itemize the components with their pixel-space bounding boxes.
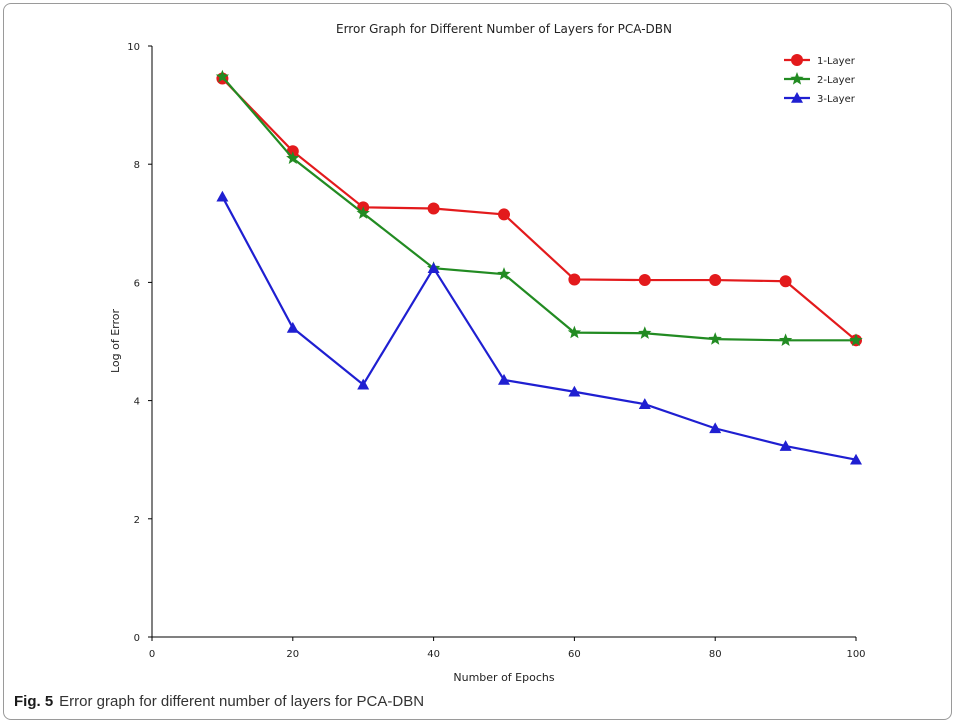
y-axis-label: Log of Error xyxy=(109,308,122,373)
data-point xyxy=(850,453,862,465)
data-point xyxy=(215,69,230,83)
legend-entry: 3-Layer xyxy=(784,92,856,105)
legend-label: 3-Layer xyxy=(817,94,856,105)
data-point xyxy=(709,274,722,287)
caption-text: Error graph for different number of laye… xyxy=(59,693,425,710)
data-point xyxy=(849,333,863,346)
series-group xyxy=(215,69,863,465)
x-tick-label: 60 xyxy=(568,649,581,660)
data-point xyxy=(286,151,300,164)
series-1 xyxy=(216,72,862,347)
data-point xyxy=(778,333,793,346)
legend-marker xyxy=(791,54,803,66)
data-point xyxy=(567,325,582,339)
legend-marker xyxy=(791,92,803,103)
series-line xyxy=(221,77,857,342)
series-line xyxy=(221,196,857,461)
data-point xyxy=(638,326,652,339)
data-point xyxy=(779,440,792,451)
x-axis-label: Number of Epochs xyxy=(453,671,554,684)
data-point xyxy=(568,385,581,397)
figure-label: Fig. 5 xyxy=(14,693,54,710)
data-point xyxy=(498,373,510,385)
x-tick-label: 0 xyxy=(149,649,155,660)
figure-caption: Fig. 5 Error graph for different number o… xyxy=(14,693,424,710)
legend-label: 1-Layer xyxy=(817,56,856,67)
data-point xyxy=(568,273,581,286)
series-2 xyxy=(215,69,863,346)
data-point xyxy=(427,202,440,215)
axes: 0 20 40 60 80 100 0 2 4 6 8 10 xyxy=(127,42,865,660)
data-point xyxy=(356,206,370,219)
legend: 1-Layer 2-Layer 3-Layer xyxy=(784,54,856,105)
data-point xyxy=(497,267,511,280)
data-point xyxy=(216,190,229,202)
series-line xyxy=(221,76,856,342)
series-3 xyxy=(216,190,862,465)
y-tick-label: 6 xyxy=(134,278,140,289)
data-point xyxy=(708,332,722,345)
data-point xyxy=(638,274,651,287)
data-point xyxy=(709,422,722,434)
x-tick-label: 20 xyxy=(286,649,299,660)
data-point xyxy=(498,208,510,221)
legend-marker xyxy=(790,72,804,85)
chart-title: Error Graph for Different Number of Laye… xyxy=(336,22,672,36)
y-tick-label: 8 xyxy=(134,160,140,171)
data-point xyxy=(427,262,440,274)
y-tick-label: 2 xyxy=(134,515,140,526)
y-tick-label: 10 xyxy=(127,42,140,53)
data-point xyxy=(779,275,792,288)
y-tick-label: 4 xyxy=(134,397,140,408)
data-point xyxy=(357,378,370,390)
data-point xyxy=(638,398,651,409)
figure-frame xyxy=(3,3,952,720)
y-tick-label: 0 xyxy=(134,633,140,644)
data-point xyxy=(286,321,299,333)
x-tick-label: 100 xyxy=(846,649,865,660)
legend-entry: 1-Layer xyxy=(784,54,856,67)
legend-entry: 2-Layer xyxy=(784,72,856,86)
legend-label: 2-Layer xyxy=(817,75,856,86)
x-tick-label: 40 xyxy=(427,649,440,660)
x-tick-label: 80 xyxy=(709,649,722,660)
